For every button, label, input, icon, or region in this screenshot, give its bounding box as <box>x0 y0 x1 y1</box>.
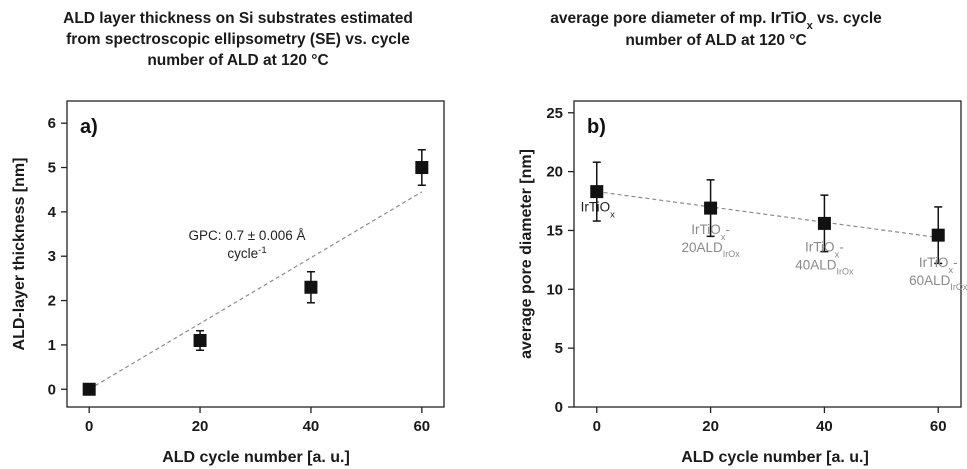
chart-a-gpc-unit-exponent: -1 <box>258 245 266 256</box>
chart-a-x-tick-label: 60 <box>413 418 430 435</box>
chart-a-y-tick-label: 1 <box>48 337 56 354</box>
chart-b-point-label-sub: x <box>835 249 840 260</box>
chart-a-y-tick-label: 3 <box>48 248 56 265</box>
chart-b-title-post: vs. cycle <box>813 10 882 27</box>
chart-a-x-tick-label: 0 <box>85 418 93 435</box>
chart-b-point-label-sub: x <box>948 265 953 276</box>
chart-b-point-label-base: IrTiO <box>919 255 949 270</box>
chart-b-panel-label: b) <box>587 116 606 138</box>
chart-a-gpc-unit: cycle <box>227 246 258 261</box>
chart-b-point-label-sub: IrOx <box>950 282 967 292</box>
chart-a-plot-frame <box>66 100 445 408</box>
chart-b-point-label-sub: IrOx <box>723 249 740 259</box>
chart-b-y-tick-label: 20 <box>546 164 563 181</box>
chart-b-title-line-2: number of ALD at 120 °C <box>625 32 806 49</box>
chart-a-data-point <box>193 333 207 347</box>
chart-a-x-tick-label: 40 <box>303 418 320 435</box>
chart-a-marks: 0 20 40 60 0 1 2 3 4 5 6 <box>48 115 431 435</box>
chart-b-point-label-line-2: 40ALDIrOx <box>795 257 854 276</box>
chart-b-y-tick-label: 15 <box>546 222 563 239</box>
chart-b-point-label-post: - <box>725 222 730 237</box>
chart-a-y-axis-label: ALD-layer thickness [nm] <box>11 158 28 351</box>
chart-a-data-point <box>415 161 429 175</box>
chart-b-data-point <box>931 228 945 242</box>
chart-b-point-label-base: 20ALD <box>681 240 723 255</box>
chart-b-point-label-base: IrTiO <box>581 200 611 215</box>
chart-b-plot-frame <box>573 100 962 408</box>
chart-b-data-point <box>704 201 718 215</box>
chart-b-fit-line <box>596 191 939 239</box>
chart-b-point-label-line-1: IrTiOx- <box>805 239 844 260</box>
chart-b-data-point <box>817 216 831 230</box>
chart-b-point-label-base: 40ALD <box>795 257 837 272</box>
chart-b-point-label-line-2: 20ALDIrOx <box>681 240 740 259</box>
chart-b-title-line-1: average pore diameter of mp. IrTiOx vs. … <box>550 10 882 32</box>
chart-b-y-tick-label: 5 <box>555 340 563 357</box>
chart-a-y-tick-label: 0 <box>48 381 56 398</box>
chart-b-y-axis-label: average pore diameter [nm] <box>518 149 535 359</box>
chart-b-y-tick-label: 25 <box>546 105 563 122</box>
chart-b-x-tick-label: 60 <box>930 418 947 435</box>
chart-a-x-tick-label: 20 <box>192 418 209 435</box>
chart-a-title-line-2: from spectroscopic ellipsometry (SE) vs.… <box>66 31 410 48</box>
chart-a-data-point <box>82 382 96 396</box>
chart-a-title-line-3: number of ALD at 120 °C <box>147 52 328 69</box>
chart-a-panel-label: a) <box>80 116 98 138</box>
chart-b-data-point <box>590 185 604 199</box>
chart-b-x-tick-label: 20 <box>702 418 719 435</box>
chart-b-point-label-sub: x <box>610 209 615 220</box>
chart-a-fit-line <box>88 191 423 390</box>
chart-a-gpc-annotation-line-2: cycle-1 <box>227 245 266 262</box>
chart-a-y-tick-label: 2 <box>48 293 56 310</box>
chart-b-point-label-sub: IrOx <box>837 266 854 276</box>
chart-a-y-tick-label: 4 <box>48 204 57 221</box>
chart-b-point-label-base: IrTiO <box>805 239 835 254</box>
chart-b-title-sub: x <box>807 20 814 32</box>
chart-b-point-label: IrTiOx <box>581 200 616 221</box>
chart-b-point-label-line-1: IrTiOx- <box>691 222 730 243</box>
chart-b-x-axis-label: ALD cycle number [a. u.] <box>681 449 869 466</box>
chart-b-point-label-post: - <box>839 239 844 254</box>
chart-a-title-line-1: ALD layer thickness on Si substrates est… <box>63 10 413 27</box>
chart-b-y-tick-label: 0 <box>555 399 563 416</box>
chart-b-point-label-base: 60ALD <box>909 273 951 288</box>
chart-b-y-tick-label: 10 <box>546 281 563 298</box>
chart-b-point-label-base: IrTiO <box>691 222 721 237</box>
chart-b-point-label-sub: x <box>721 232 726 243</box>
chart-b-title-pre: average pore diameter of mp. IrTiO <box>550 10 806 27</box>
chart-b-x-tick-label: 0 <box>593 418 601 435</box>
chart-b-point-label-line-1: IrTiOx- <box>919 255 958 276</box>
chart-b-point-label-post: - <box>953 255 958 270</box>
chart-a-y-tick-label: 5 <box>48 160 56 177</box>
chart-a-gpc-annotation-line-1: GPC: 0.7 ± 0.006 Å <box>189 228 306 243</box>
chart-a-y-tick-label: 6 <box>48 115 56 132</box>
chart-b-point-label-line-2: 60ALDIrOx <box>909 273 967 292</box>
chart-a-x-axis-label: ALD cycle number [a. u.] <box>162 449 350 466</box>
chart-a-data-point <box>304 280 318 294</box>
chart-b-x-tick-label: 40 <box>816 418 833 435</box>
